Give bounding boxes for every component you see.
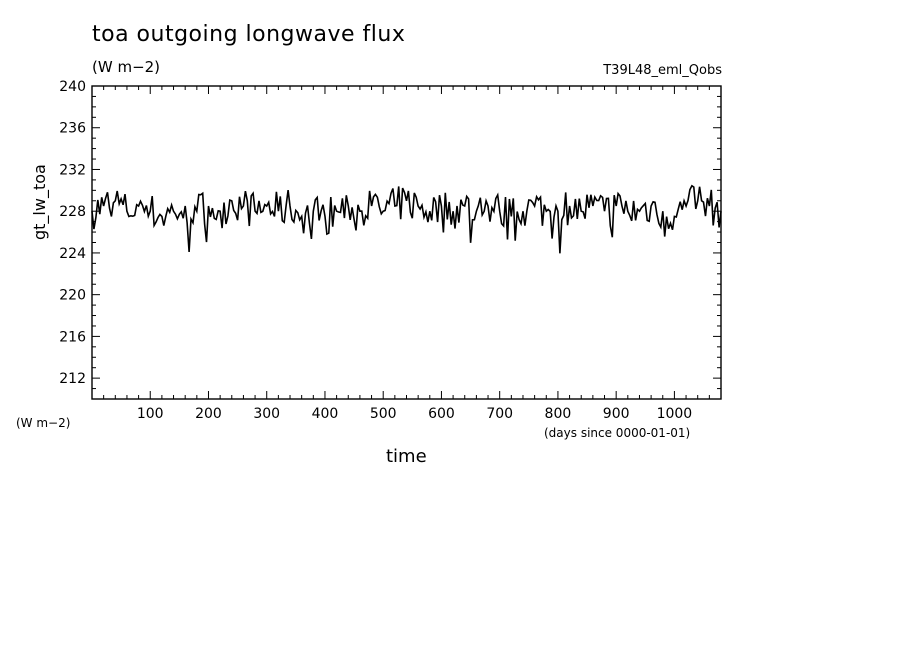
chart-subtitle-units: (W m−2)	[92, 58, 161, 76]
y-tick-label: 224	[59, 246, 86, 262]
x-axis-label: time	[386, 446, 427, 467]
y-tick-label: 220	[59, 288, 86, 304]
y-tick-label: 232	[59, 162, 86, 178]
x-tick-label: 600	[428, 406, 455, 422]
y-units-label: (W m−2)	[16, 416, 71, 430]
series-line-gt-lw-toa	[91, 184, 722, 254]
x-tick-label: 300	[253, 406, 280, 422]
chart-title: toa outgoing longwave flux	[92, 22, 406, 47]
plot-frame	[91, 85, 722, 400]
x-origin-note: (days since 0000-01-01)	[544, 426, 691, 440]
x-tick-label: 500	[370, 406, 397, 422]
x-tick-label: 900	[603, 406, 630, 422]
x-tick-label: 700	[486, 406, 513, 422]
experiment-label: T39L48_eml_Qobs	[603, 63, 722, 78]
y-tick-label: 236	[59, 121, 86, 137]
x-tick-label: 100	[137, 406, 164, 422]
y-tick-label: 212	[59, 371, 86, 387]
x-tick-label: 1000	[657, 406, 693, 422]
y-tick-label: 240	[59, 79, 86, 95]
y-tick-label: 228	[59, 204, 86, 220]
axis-tick-labels: 100 200 300 400 500 600 700 800 900 1000 212 216 220…	[59, 79, 692, 422]
axis-ticks	[92, 86, 721, 399]
x-tick-label: 800	[545, 406, 572, 422]
y-tick-label: 216	[59, 329, 86, 345]
x-tick-label: 400	[312, 406, 339, 422]
x-tick-label: 200	[195, 406, 222, 422]
